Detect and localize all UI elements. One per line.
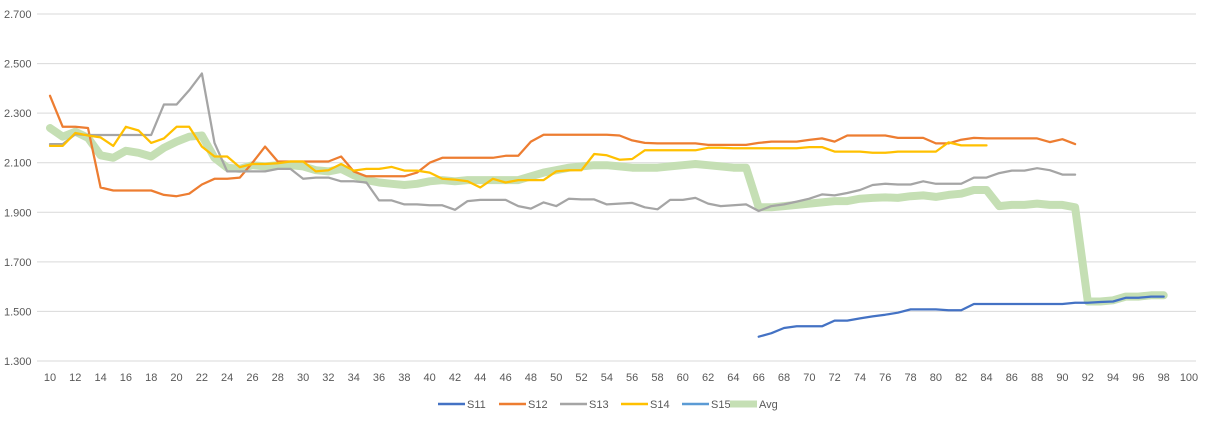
legend-item-s11: S11	[438, 399, 486, 411]
x-tick-label: 54	[601, 372, 613, 384]
x-tick-label: 42	[449, 372, 461, 384]
x-tick-label: 50	[550, 372, 562, 384]
y-tick-label: 2.300	[4, 108, 32, 120]
x-tick-label: 84	[980, 372, 992, 384]
gridlines	[37, 13, 1196, 362]
x-tick-label: 22	[196, 372, 208, 384]
series-line-s12	[48, 94, 1077, 198]
x-tick-label: 100	[1180, 372, 1198, 384]
x-tick-label: 66	[753, 372, 765, 384]
x-tick-label: 24	[221, 372, 233, 384]
y-tick-label: 2.700	[4, 9, 32, 21]
y-tick-label: 1.500	[4, 306, 32, 318]
series-line-avg	[46, 124, 1168, 306]
legend-item-s13: S13	[560, 399, 609, 411]
x-tick-label: 10	[44, 372, 56, 384]
series-line-s11	[757, 295, 1165, 338]
x-tick-label: 96	[1132, 372, 1144, 384]
x-tick-label: 88	[1031, 372, 1043, 384]
legend-item-s15: S15	[682, 399, 731, 411]
legend-label: S14	[650, 399, 670, 411]
x-tick-label: 40	[424, 372, 436, 384]
x-tick-label: 86	[1006, 372, 1018, 384]
y-tick-label: 1.300	[4, 356, 32, 368]
legend-label: S13	[589, 399, 609, 411]
x-tick-label: 62	[702, 372, 714, 384]
x-tick-label: 46	[499, 372, 511, 384]
x-tick-label: 56	[626, 372, 638, 384]
y-tick-label: 1.700	[4, 257, 32, 269]
legend: S11 S12 S13 S14 S15 Avg	[438, 399, 778, 411]
x-tick-label: 90	[1056, 372, 1068, 384]
x-tick-label: 48	[525, 372, 537, 384]
y-tick-label: 2.100	[4, 158, 32, 170]
x-tick-label: 94	[1107, 372, 1119, 384]
x-tick-label: 68	[778, 372, 790, 384]
y-tick-label: 2.500	[4, 59, 32, 71]
x-tick-label: 78	[904, 372, 916, 384]
x-tick-label: 44	[474, 372, 486, 384]
x-tick-label: 14	[94, 372, 106, 384]
x-tick-label: 74	[854, 372, 866, 384]
x-tick-label: 64	[727, 372, 739, 384]
x-tick-label: 98	[1158, 372, 1170, 384]
x-tick-label: 92	[1082, 372, 1094, 384]
x-tick-label: 38	[398, 372, 410, 384]
x-tick-label: 52	[575, 372, 587, 384]
x-tick-label: 58	[651, 372, 663, 384]
x-tick-label: 20	[170, 372, 182, 384]
x-tick-label: 16	[120, 372, 132, 384]
series-line-s14	[48, 125, 988, 189]
legend-label: S12	[528, 399, 548, 411]
x-tick-label: 28	[272, 372, 284, 384]
legend-item-avg: Avg	[730, 399, 778, 411]
legend-label: S15	[711, 399, 731, 411]
legend-item-s14: S14	[621, 399, 670, 411]
x-tick-label: 82	[955, 372, 967, 384]
y-axis-tick-labels: 1.300 1.500 1.700 1.900 2.100 2.300 2.500 2.700	[4, 9, 32, 368]
x-tick-label: 72	[829, 372, 841, 384]
legend-label: S11	[467, 399, 486, 411]
legend-item-s12: S12	[499, 399, 548, 411]
x-tick-label: 12	[69, 372, 81, 384]
x-tick-label: 26	[246, 372, 258, 384]
x-tick-label: 18	[145, 372, 157, 384]
y-tick-label: 1.900	[4, 207, 32, 219]
x-tick-label: 76	[879, 372, 891, 384]
series-lines	[46, 72, 1168, 338]
legend-label: Avg	[759, 399, 778, 411]
x-tick-label: 32	[322, 372, 334, 384]
x-tick-label: 34	[348, 372, 360, 384]
x-tick-label: 60	[677, 372, 689, 384]
x-tick-label: 80	[930, 372, 942, 384]
x-tick-label: 70	[803, 372, 815, 384]
x-tick-label: 36	[373, 372, 385, 384]
x-axis-tick-labels: 10 12 14 16 18 20 22 24 26 28 30 32 34 36 38 40 42 44 46 48…	[44, 372, 1198, 384]
x-tick-label: 30	[297, 372, 309, 384]
